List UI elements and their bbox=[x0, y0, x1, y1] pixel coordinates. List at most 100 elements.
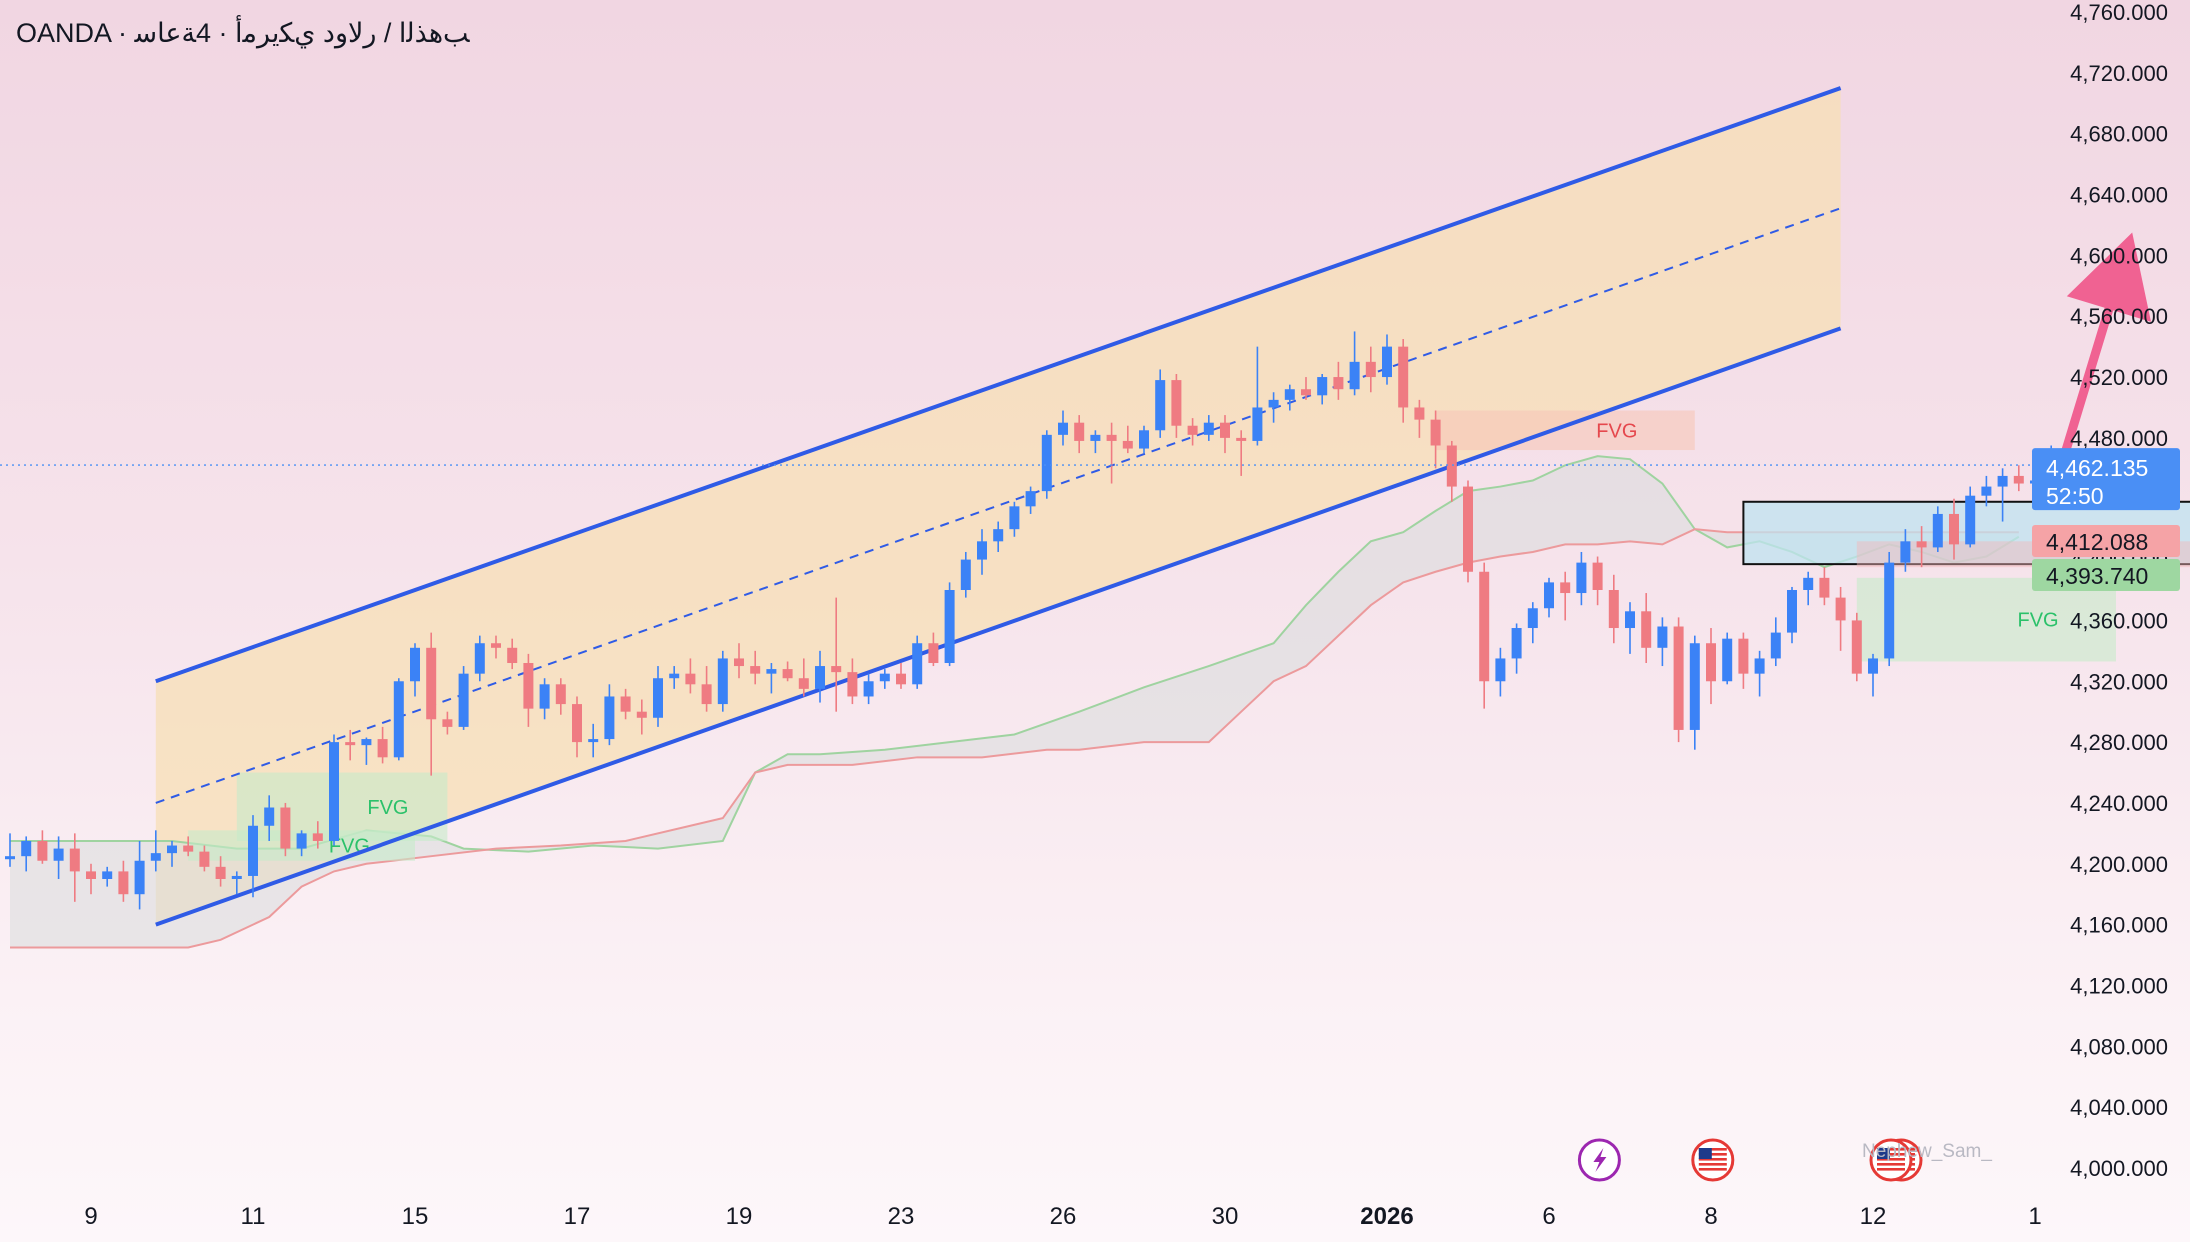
x-tick-label: 26 bbox=[1050, 1203, 1077, 1230]
candle-body bbox=[1495, 658, 1506, 682]
flag-canton bbox=[1877, 1148, 1890, 1159]
candle-body bbox=[815, 666, 825, 689]
candle-body bbox=[1835, 597, 1846, 621]
candle-body bbox=[426, 647, 437, 720]
x-tick-label: 23 bbox=[888, 1203, 915, 1230]
candle-body bbox=[1754, 658, 1765, 674]
candle-body bbox=[1187, 425, 1198, 435]
y-tick-label: 4,720.000 bbox=[2070, 61, 2168, 86]
y-tick-label: 4,760.000 bbox=[2070, 0, 2168, 25]
candle-body bbox=[37, 840, 48, 861]
candle-body bbox=[1544, 582, 1554, 609]
flag-stripe bbox=[1877, 1148, 1905, 1151]
candle-body bbox=[1738, 638, 1749, 674]
candle-body bbox=[345, 742, 356, 746]
candle-body bbox=[1414, 407, 1425, 420]
candle-body bbox=[393, 681, 404, 758]
candle-body bbox=[1106, 434, 1117, 441]
candle-body bbox=[1463, 486, 1473, 572]
us-flag-icon bbox=[1691, 1138, 1735, 1182]
candle-body bbox=[53, 848, 64, 861]
candle-body bbox=[1301, 389, 1311, 396]
candle-body bbox=[183, 845, 194, 852]
candle-body bbox=[993, 529, 1004, 542]
candle-body bbox=[669, 673, 680, 679]
candle-body bbox=[1868, 658, 1878, 674]
candle-body bbox=[701, 684, 712, 705]
x-tick-label: 2026 bbox=[1360, 1203, 1413, 1230]
candle-body bbox=[1479, 571, 1490, 682]
fvg-zone-2 bbox=[1435, 410, 1695, 451]
candle-body bbox=[458, 673, 469, 727]
candle-body bbox=[523, 663, 534, 709]
flag-canton bbox=[1698, 1148, 1712, 1159]
fvg-label-0: FVG bbox=[367, 797, 408, 819]
candle-body bbox=[1236, 437, 1247, 441]
flag-stripe bbox=[1877, 1153, 1905, 1156]
candle-body bbox=[1268, 399, 1279, 408]
y-tick-label: 4,000.000 bbox=[2070, 1156, 2168, 1181]
candle-body bbox=[1511, 628, 1522, 659]
y-tick-label: 4,280.000 bbox=[2070, 730, 2168, 755]
candle-body bbox=[507, 647, 518, 664]
x-tick-label: 8 bbox=[1704, 1203, 1717, 1230]
candle-body bbox=[1576, 562, 1587, 594]
flag-stripe bbox=[1698, 1158, 1727, 1161]
candle-body bbox=[912, 643, 923, 685]
cloud-fill bbox=[10, 456, 2019, 948]
candle-body bbox=[1949, 513, 1959, 545]
candle-body bbox=[604, 696, 615, 740]
x-tick-label: 19 bbox=[726, 1203, 753, 1230]
candle-body bbox=[1203, 422, 1214, 435]
candle-body bbox=[167, 845, 177, 854]
candle-body bbox=[1803, 577, 1814, 590]
candle-body bbox=[474, 643, 485, 674]
chart-title: OANDA · ﺐﻫﺬﻟا / رﻻود يﻜﻳﺮﻣأ · 4ﺔﻋﺎﺳ bbox=[16, 18, 470, 48]
candle-body bbox=[1333, 377, 1344, 390]
candle-body bbox=[1932, 513, 1943, 548]
current-price-label: 4,462.135 bbox=[2046, 455, 2148, 481]
candle-body bbox=[555, 684, 566, 705]
candle-body bbox=[1025, 491, 1036, 507]
candle-body bbox=[361, 739, 372, 746]
candle-body bbox=[215, 866, 226, 879]
candle-body bbox=[442, 719, 453, 727]
candle-body bbox=[1770, 632, 1781, 659]
candle-body bbox=[1074, 422, 1085, 441]
candle-body bbox=[879, 673, 890, 682]
candle-body bbox=[1139, 430, 1149, 449]
x-tick-label: 6 bbox=[1542, 1203, 1555, 1230]
countdown-label: 52:50 bbox=[2046, 483, 2104, 509]
candle-body bbox=[1220, 422, 1230, 438]
target-arrow bbox=[2046, 232, 2152, 501]
candle-body bbox=[539, 684, 550, 709]
candle-body bbox=[1884, 562, 1895, 659]
flag-stripe bbox=[1877, 1163, 1905, 1166]
candle-body bbox=[1787, 590, 1797, 633]
candle-body bbox=[1625, 611, 1635, 629]
candle-body bbox=[1090, 434, 1101, 441]
fvg-zone-3 bbox=[1856, 577, 2116, 662]
current-price-badge bbox=[2032, 448, 2180, 511]
y-tick-label: 4,120.000 bbox=[2070, 973, 2168, 998]
lightning-glyph bbox=[1593, 1148, 1607, 1172]
candle-body bbox=[69, 848, 80, 872]
candle-body bbox=[1398, 346, 1409, 408]
flag-stripe bbox=[1698, 1163, 1727, 1166]
x-tick-label: 12 bbox=[1860, 1203, 1887, 1230]
candle-body bbox=[1819, 577, 1830, 598]
candle-body bbox=[944, 590, 955, 664]
x-tick-label: 11 bbox=[241, 1203, 266, 1230]
x-tick-label: 9 bbox=[84, 1203, 97, 1230]
candle-body bbox=[1657, 626, 1668, 648]
candle-body bbox=[1722, 638, 1733, 682]
candle-body bbox=[1560, 582, 1571, 594]
candle-body bbox=[2013, 475, 2024, 484]
candle-body bbox=[928, 643, 939, 664]
fvg-label-2: FVG bbox=[1596, 420, 1637, 442]
candle-body bbox=[636, 711, 647, 718]
level-badge-label: 4,393.740 bbox=[2046, 563, 2148, 589]
candle-body bbox=[21, 840, 32, 857]
y-tick-label: 4,080.000 bbox=[2070, 1034, 2168, 1059]
